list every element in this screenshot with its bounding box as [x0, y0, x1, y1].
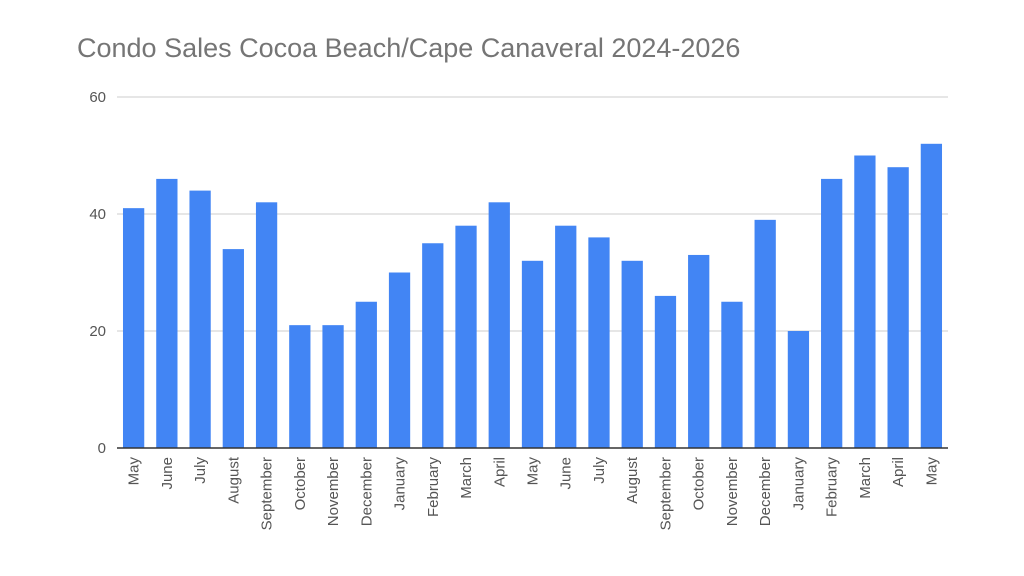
- x-tick-label: January: [392, 457, 409, 511]
- x-tick-label: December: [358, 457, 375, 526]
- bar-18: [721, 301, 743, 448]
- x-tick-label: September: [259, 457, 276, 530]
- bar-13: [555, 225, 577, 448]
- x-tick-label: March: [458, 457, 475, 499]
- x-tick-label: May: [923, 457, 940, 486]
- x-tick-label: August: [624, 456, 641, 504]
- x-tick-label: July: [192, 457, 209, 484]
- bar-0: [122, 208, 145, 448]
- x-tick-label: May: [126, 457, 143, 486]
- bar-9: [422, 243, 444, 448]
- x-tick-label: September: [657, 457, 674, 530]
- bar-10: [455, 225, 477, 448]
- x-tick-label: June: [159, 457, 176, 490]
- x-tick-label: December: [757, 457, 774, 526]
- y-tick-label: 40: [89, 206, 106, 223]
- y-tick-label: 0: [98, 440, 106, 457]
- bar-14: [588, 237, 610, 448]
- y-axis-ticks: 0 20 40 60: [89, 89, 106, 457]
- bar-17: [688, 254, 710, 448]
- bar-5: [289, 325, 311, 448]
- bar-4: [255, 202, 278, 448]
- x-tick-label: October: [691, 457, 708, 510]
- x-axis-labels: May June July August September October Novembe…: [126, 456, 941, 530]
- x-tick-label: November: [325, 457, 342, 526]
- x-tick-label: February: [425, 457, 442, 518]
- bar-3: [222, 249, 244, 448]
- bar-7: [355, 301, 377, 448]
- x-tick-label: May: [525, 457, 542, 486]
- bar-19: [754, 219, 776, 448]
- bar-16: [654, 295, 677, 448]
- bar-11: [488, 202, 510, 448]
- x-tick-label: April: [890, 457, 907, 487]
- x-tick-label: March: [857, 457, 874, 499]
- bar-23: [887, 167, 909, 448]
- x-tick-label: January: [790, 457, 807, 511]
- y-tick-label: 60: [89, 89, 106, 106]
- bar-21: [821, 178, 843, 448]
- x-tick-label: October: [292, 457, 309, 510]
- bar-20: [787, 331, 810, 448]
- x-tick-label: June: [558, 457, 575, 490]
- x-tick-label: November: [724, 457, 741, 526]
- x-tick-label: April: [491, 457, 508, 487]
- x-tick-label: August: [225, 456, 242, 504]
- y-tick-label: 20: [89, 323, 106, 340]
- bar-22: [854, 155, 876, 448]
- bar-6: [322, 325, 344, 448]
- bar-1: [156, 178, 178, 448]
- bar-24: [920, 143, 943, 449]
- x-tick-label: July: [591, 457, 608, 484]
- bars: [122, 143, 943, 449]
- bar-8: [388, 272, 411, 448]
- bar-12: [521, 260, 544, 448]
- x-tick-label: February: [824, 457, 841, 518]
- bar-2: [189, 190, 211, 448]
- bar-15: [621, 260, 643, 448]
- chart-title: Condo Sales Cocoa Beach/Cape Canaveral 2…: [77, 33, 740, 63]
